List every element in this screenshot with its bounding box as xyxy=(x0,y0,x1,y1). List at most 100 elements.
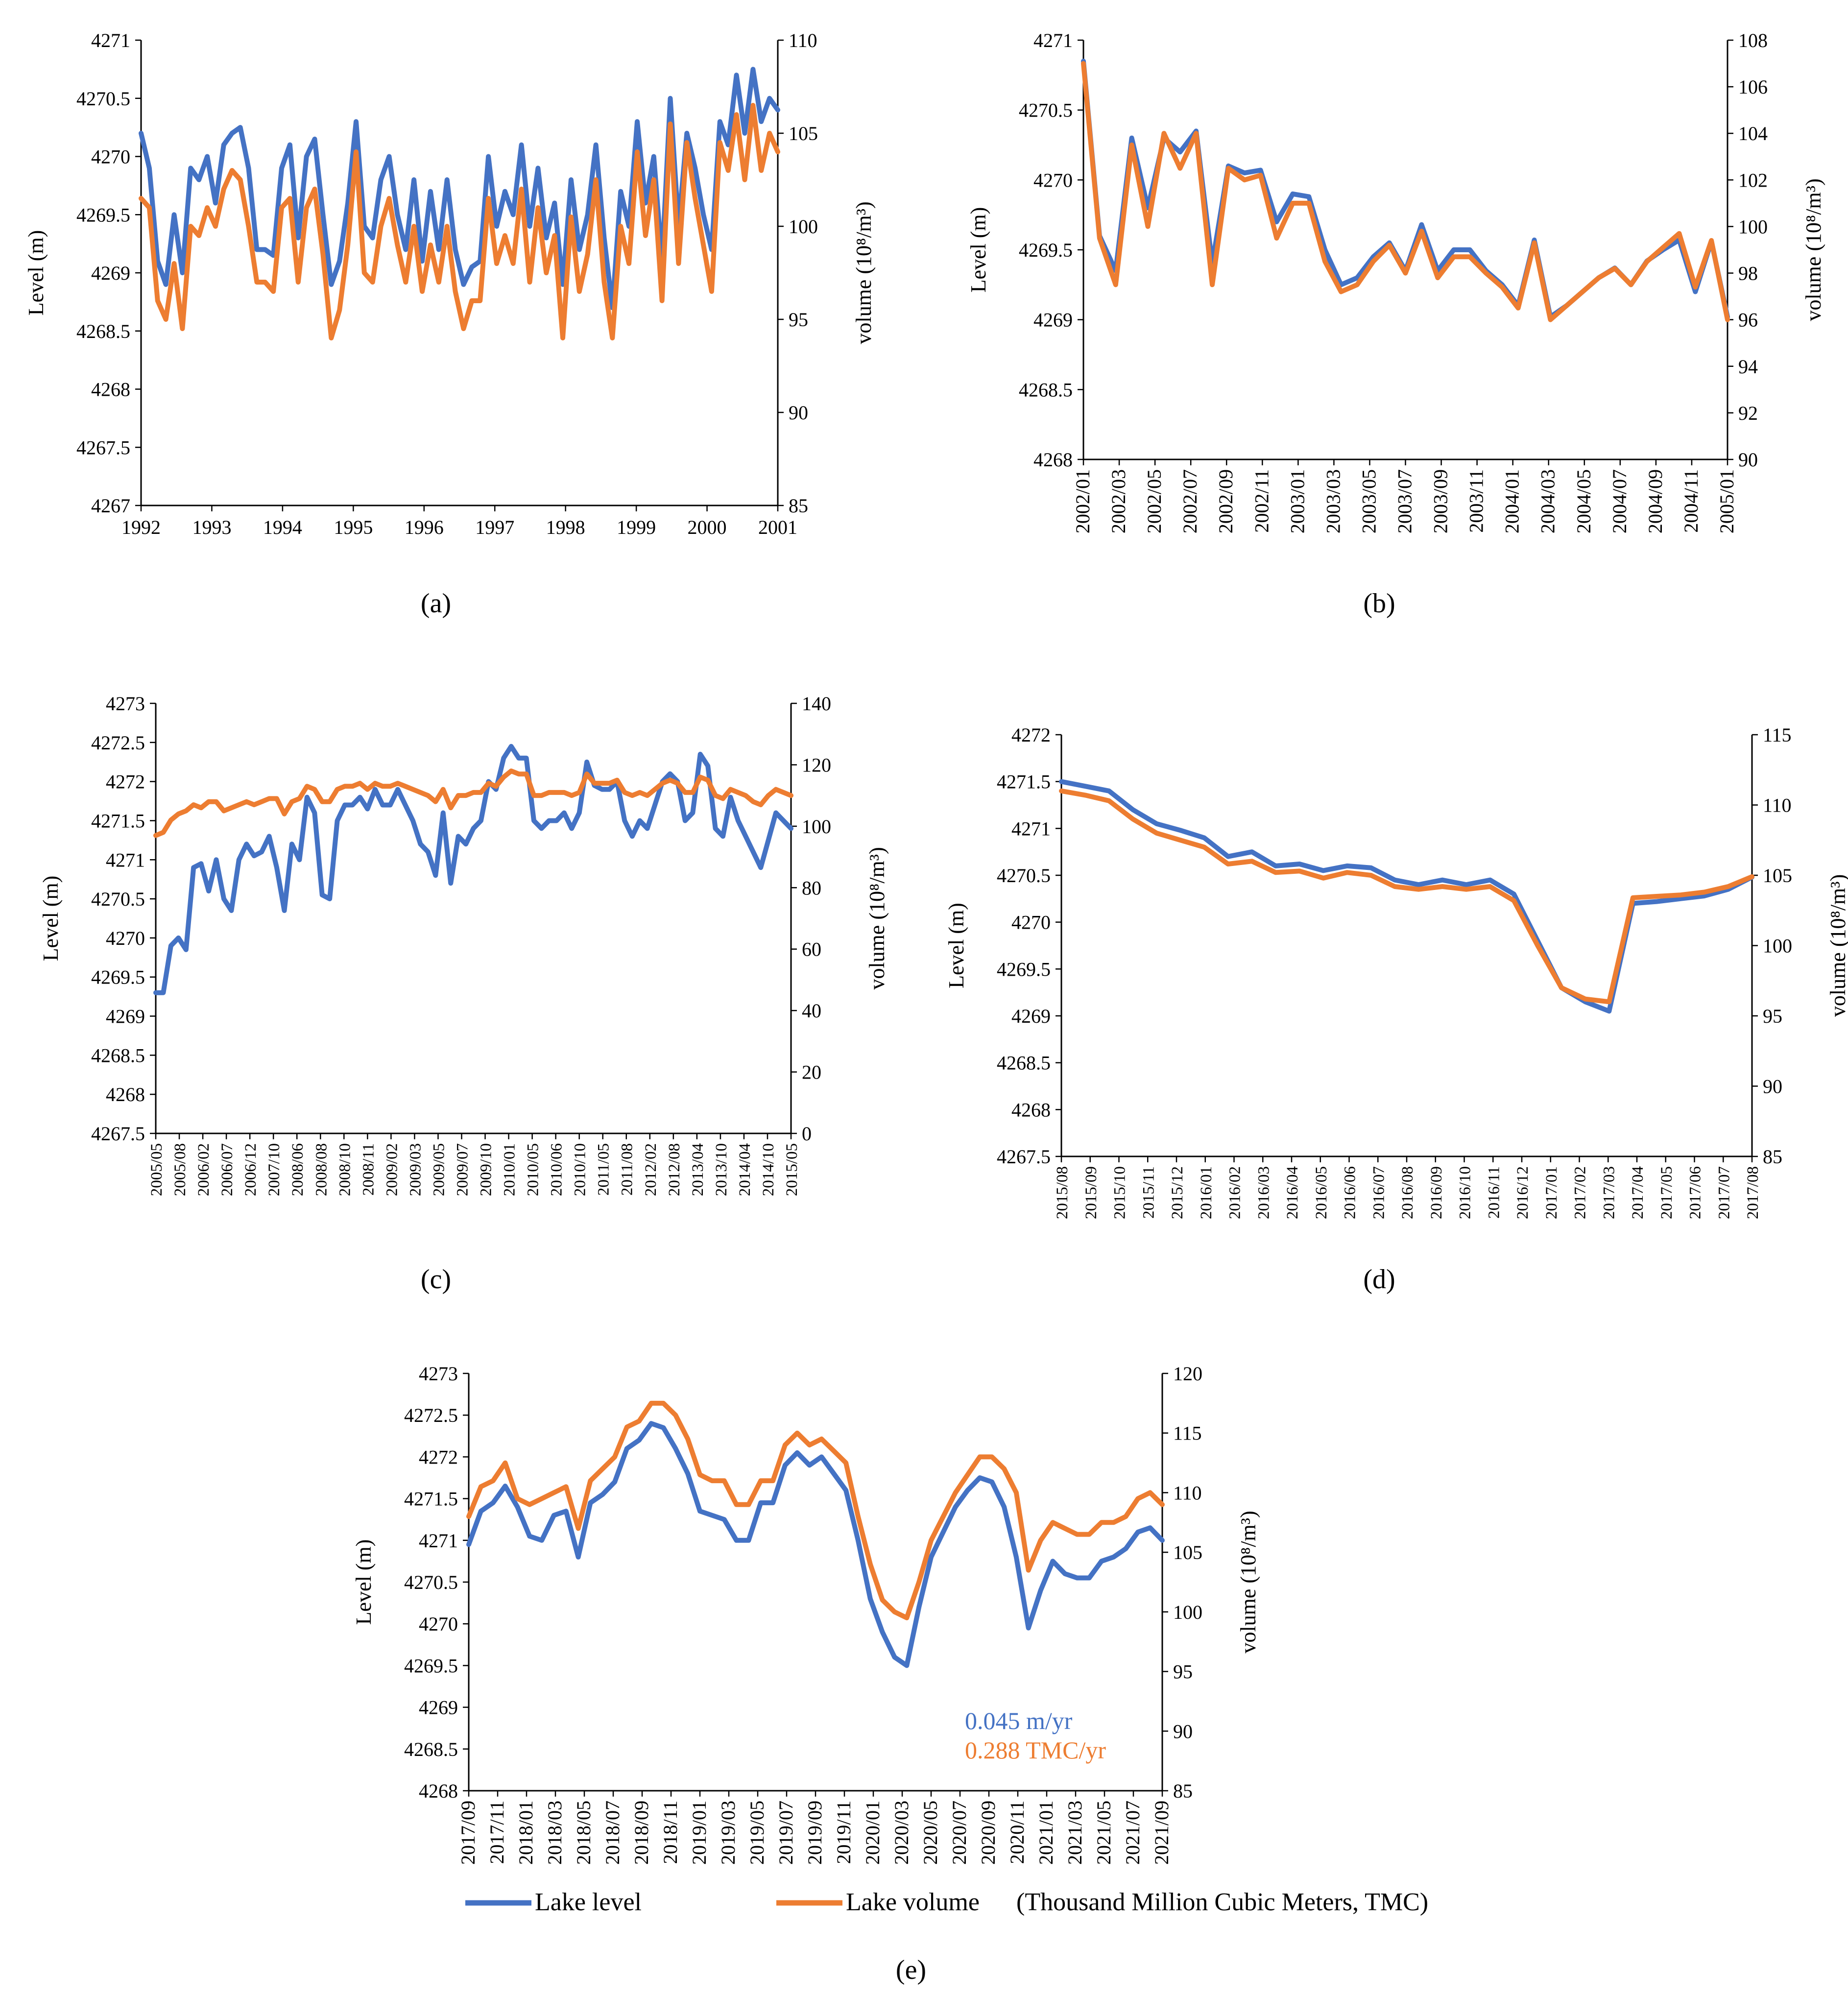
y-left-tick-label: 4270.5 xyxy=(404,1571,458,1593)
x-tick-label: 2010/05 xyxy=(525,1143,542,1196)
x-tick-label: 2018/09 xyxy=(630,1801,652,1865)
lake-level-line xyxy=(1059,779,1754,1014)
x-tick-label: 2016/03 xyxy=(1255,1166,1272,1219)
y-left-tick-label: 4269 xyxy=(419,1697,458,1719)
x-tick-label: 2002/09 xyxy=(1215,469,1237,533)
y-right-axis-title: volume (10⁸/m³) xyxy=(1236,1511,1260,1653)
x-tick-label: 2003/01 xyxy=(1286,469,1308,533)
x-tick-label: 2021/01 xyxy=(1035,1801,1057,1865)
y-right-axis-title: volume (10⁸/m³) xyxy=(865,847,889,989)
y-right-tick-label: 85 xyxy=(1763,1146,1782,1168)
x-tick-label: 2018/11 xyxy=(659,1801,681,1864)
x-tick-label: 2002/03 xyxy=(1107,469,1129,533)
x-tick-label: 2007/10 xyxy=(265,1143,283,1196)
y-left-tick-label: 4271.5 xyxy=(404,1488,458,1510)
x-tick-label: 2005/01 xyxy=(1716,469,1738,533)
y-left-axis-title: Level (m) xyxy=(352,1539,376,1625)
x-tick-label: 2011/05 xyxy=(595,1143,613,1196)
y-left-tick-label: 4272 xyxy=(419,1446,458,1468)
y-right-tick-label: 110 xyxy=(1763,794,1792,817)
x-tick-label: 1999 xyxy=(617,516,656,538)
y-left-tick-label: 4270 xyxy=(419,1613,458,1635)
x-tick-label: 2016/10 xyxy=(1457,1166,1474,1219)
y-left-tick-label: 4270.5 xyxy=(997,865,1051,887)
x-tick-label: 2016/06 xyxy=(1342,1166,1359,1219)
x-tick-label: 2003/11 xyxy=(1465,469,1488,533)
y-left-tick-label: 4273 xyxy=(419,1363,458,1385)
y-right-tick-label: 95 xyxy=(789,309,808,331)
y-right-tick-label: 105 xyxy=(1763,865,1792,887)
x-tick-label: 2011/08 xyxy=(619,1143,636,1196)
y-left-tick-label: 4269 xyxy=(1033,309,1073,331)
y-right-tick-label: 140 xyxy=(802,693,831,715)
y-left-tick-label: 4269.5 xyxy=(76,204,130,226)
y-left-tick-label: 4271.5 xyxy=(91,810,145,832)
panel-caption: (c) xyxy=(421,1264,451,1295)
lake-volume-line xyxy=(139,103,780,340)
y-left-axis-title: Level (m) xyxy=(39,876,63,961)
y-left-tick-label: 4267 xyxy=(91,495,130,517)
x-tick-label: 2015/10 xyxy=(1111,1166,1129,1219)
x-tick-label: 2016/01 xyxy=(1198,1166,1215,1219)
y-right-tick-label: 95 xyxy=(1173,1661,1193,1683)
volume-trend-annotation: 0.288 TMC/yr xyxy=(965,1736,1106,1764)
y-left-tick-label: 4268.5 xyxy=(404,1738,458,1760)
x-tick-label: 2020/03 xyxy=(890,1801,912,1865)
x-tick-label: 2010/06 xyxy=(548,1143,566,1196)
panel-caption: (b) xyxy=(1363,588,1395,619)
y-right-tick-label: 102 xyxy=(1738,169,1768,191)
x-tick-label: 2019/01 xyxy=(688,1801,710,1865)
y-left-tick-label: 4269.5 xyxy=(1019,239,1073,261)
x-tick-label: 2019/03 xyxy=(717,1801,739,1865)
y-left-tick-label: 4270.5 xyxy=(76,88,130,110)
x-tick-label: 2016/02 xyxy=(1226,1166,1244,1219)
x-tick-label: 2009/02 xyxy=(383,1143,401,1196)
y-left-tick-label: 4271 xyxy=(1011,817,1051,840)
y-left-tick-label: 4270 xyxy=(1011,912,1051,934)
x-tick-label: 2008/11 xyxy=(360,1143,377,1196)
y-right-tick-label: 0 xyxy=(802,1123,812,1145)
x-tick-label: 1993 xyxy=(192,516,231,538)
y-left-tick-label: 4268 xyxy=(91,379,130,401)
x-tick-label: 2004/09 xyxy=(1644,469,1666,533)
lake-volume-line xyxy=(1081,61,1730,322)
x-tick-label: 2002/07 xyxy=(1179,469,1201,533)
x-tick-label: 2017/09 xyxy=(457,1801,479,1865)
panel-caption: (a) xyxy=(421,588,451,619)
legend-level-label: Lake level xyxy=(535,1888,642,1916)
chart-a: 4267 4267.5 4268 4268.5 4269 4269.5 4270 4270.5… xyxy=(24,29,876,619)
x-tick-label: 2009/03 xyxy=(407,1143,424,1196)
x-tick-label: 2009/07 xyxy=(454,1143,471,1196)
x-tick-label: 1995 xyxy=(334,516,373,538)
y-right-tick-label: 94 xyxy=(1738,356,1758,378)
y-left-tick-label: 4268.5 xyxy=(91,1044,145,1066)
y-left-tick-label: 4273 xyxy=(106,693,145,715)
y-left-tick-label: 4267.5 xyxy=(91,1123,145,1145)
x-tick-label: 2014/04 xyxy=(736,1143,754,1196)
x-tick-label: 2019/09 xyxy=(804,1801,826,1865)
x-tick-label: 2003/09 xyxy=(1430,469,1452,533)
y-left-axis-title: Level (m) xyxy=(24,230,48,316)
x-tick-label: 2006/02 xyxy=(195,1143,213,1196)
x-tick-label: 2015/05 xyxy=(783,1143,801,1196)
y-right-tick-label: 98 xyxy=(1738,263,1758,285)
x-tick-label: 2004/07 xyxy=(1608,469,1631,533)
y-left-axis-title: Level (m) xyxy=(966,207,990,293)
y-left-tick-label: 4270.5 xyxy=(91,888,145,910)
x-tick-label: 2004/01 xyxy=(1501,469,1523,533)
x-tick-label: 2008/06 xyxy=(289,1143,307,1196)
y-right-tick-label: 108 xyxy=(1738,29,1768,51)
x-tick-label: 2016/07 xyxy=(1370,1166,1388,1219)
y-right-tick-label: 96 xyxy=(1738,309,1758,331)
x-tick-label: 2017/11 xyxy=(486,1801,508,1864)
y-right-tick-label: 100 xyxy=(1763,935,1792,957)
x-tick-label: 2015/11 xyxy=(1140,1166,1157,1219)
y-left-tick-label: 4268 xyxy=(419,1780,458,1802)
y-right-axis-title: volume (10⁸/m³) xyxy=(852,201,876,344)
x-tick-label: 2019/05 xyxy=(746,1801,768,1865)
level-trend-annotation: 0.045 m/yr xyxy=(965,1707,1073,1734)
y-left-tick-label: 4270 xyxy=(91,146,130,168)
x-tick-label: 2017/08 xyxy=(1744,1166,1762,1219)
x-tick-label: 2013/04 xyxy=(689,1143,707,1196)
y-right-tick-label: 104 xyxy=(1738,122,1768,144)
